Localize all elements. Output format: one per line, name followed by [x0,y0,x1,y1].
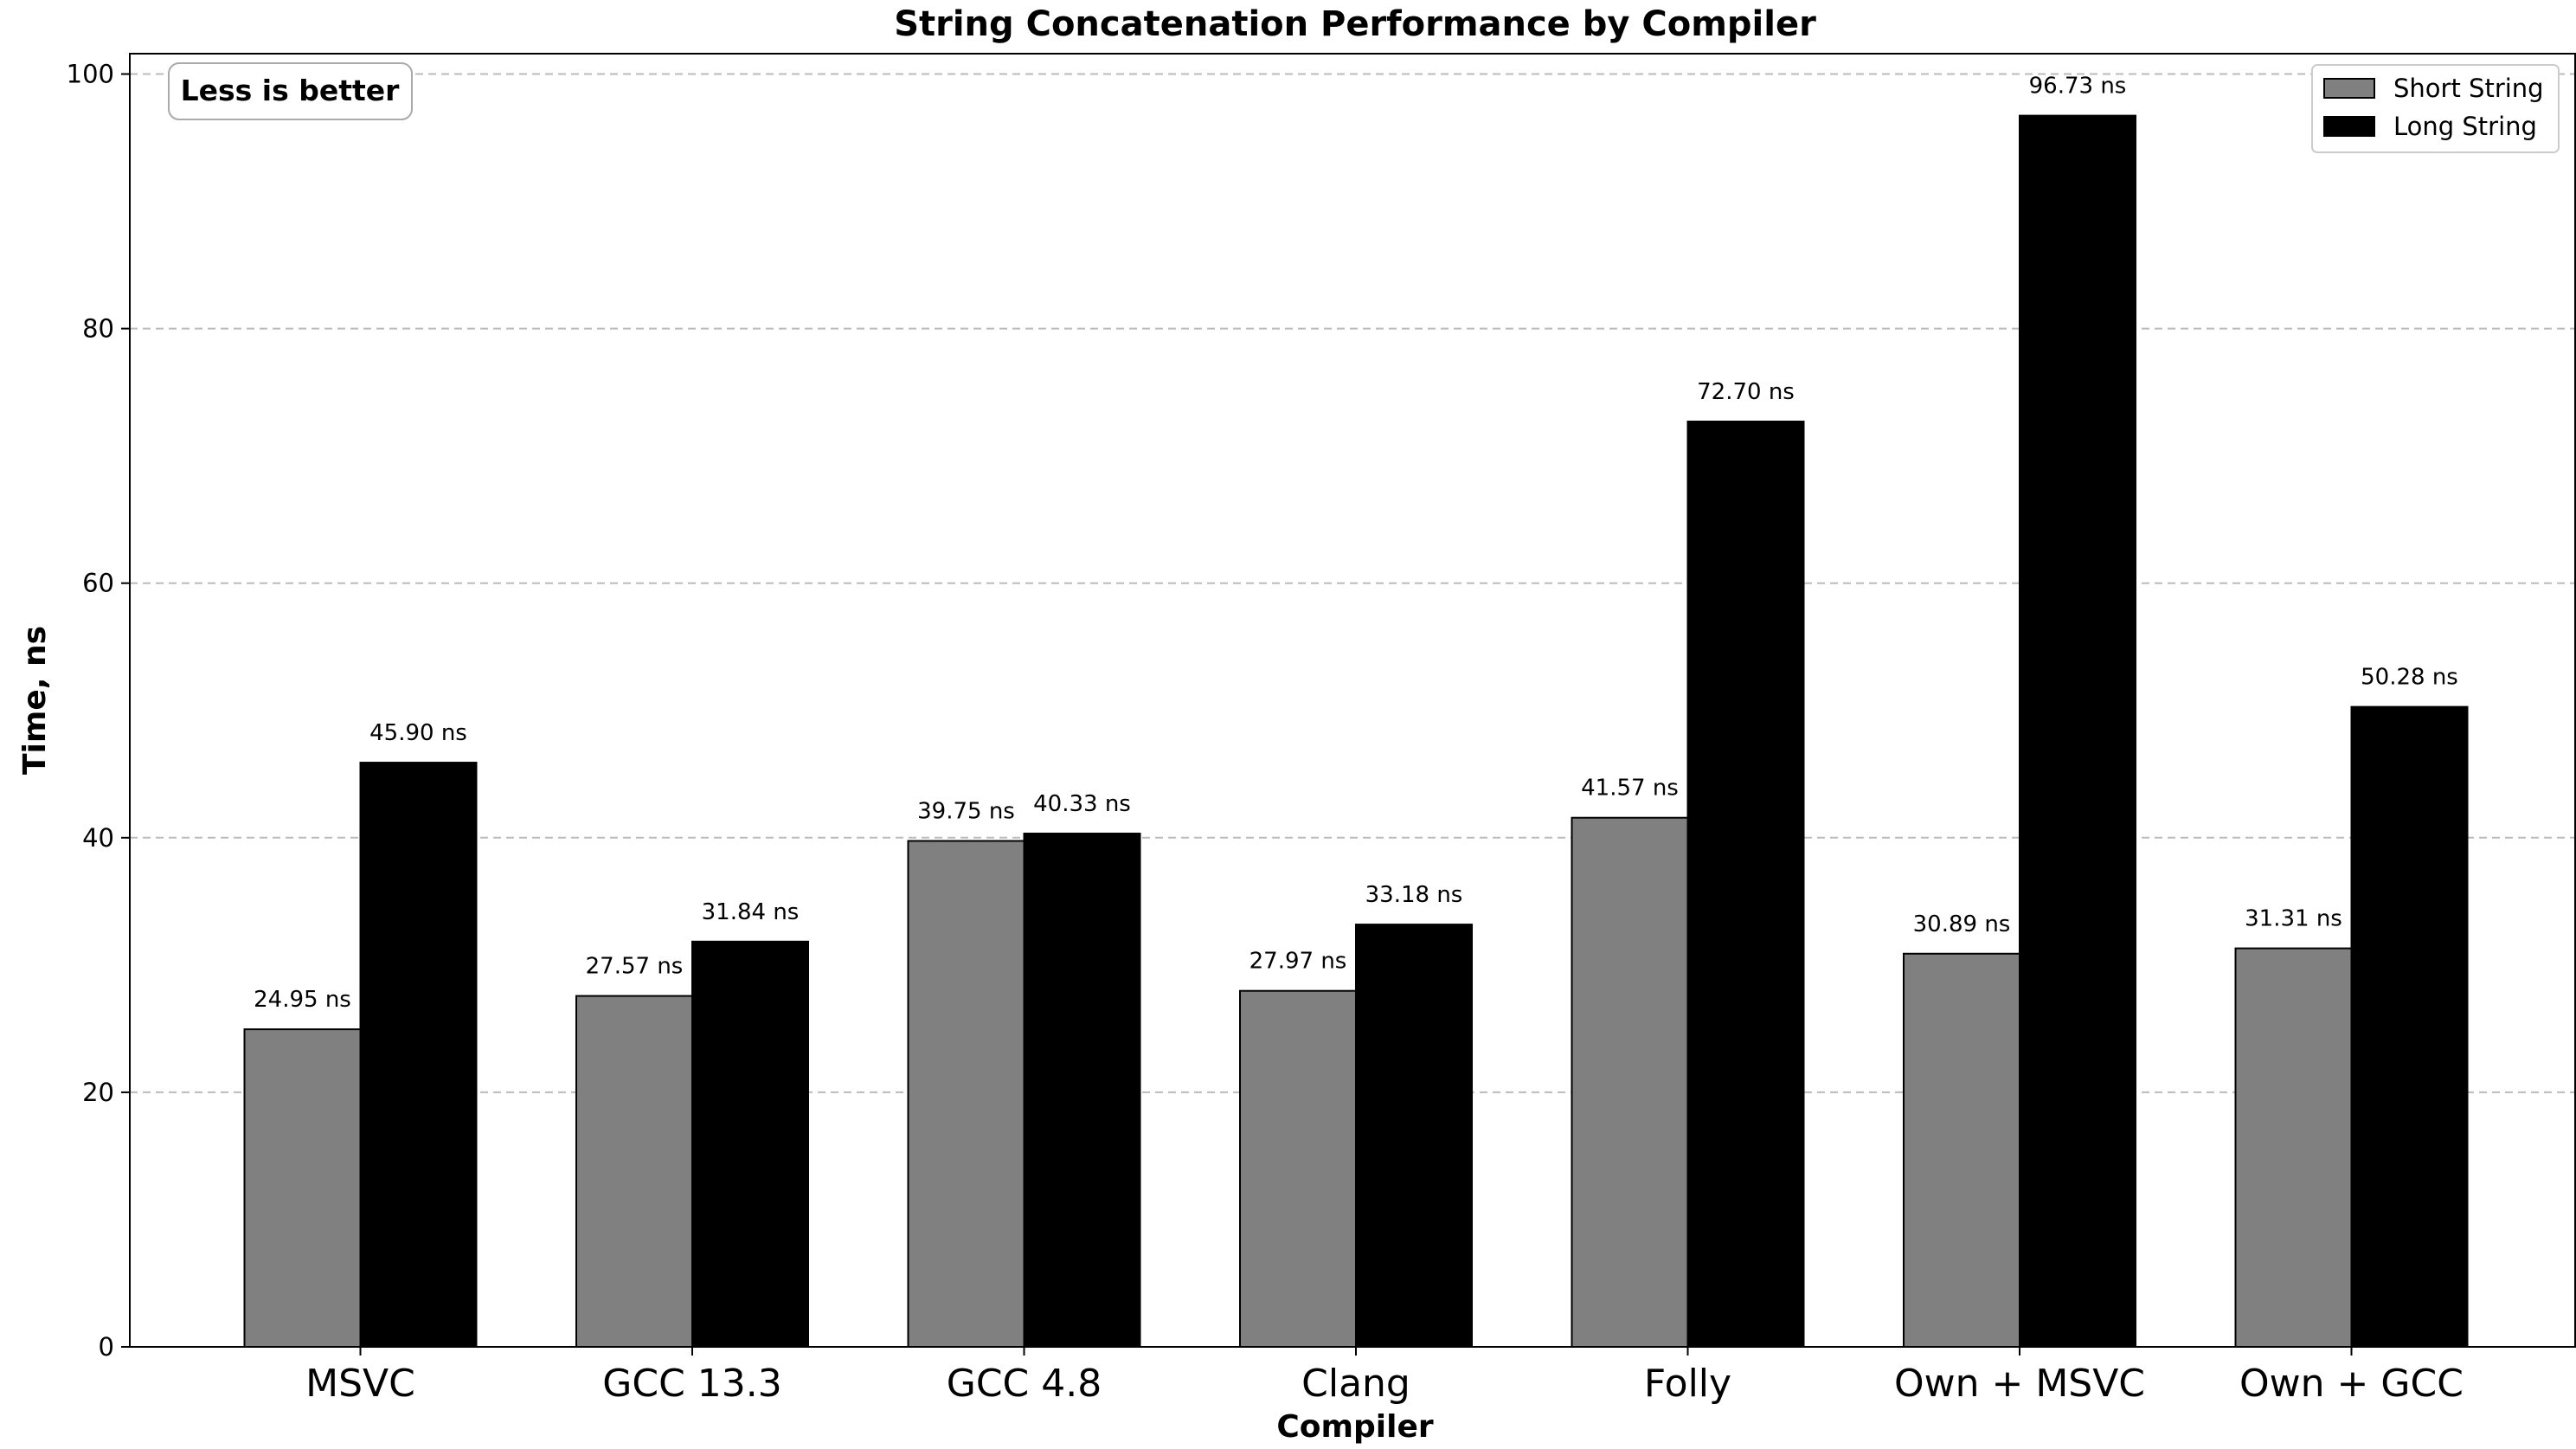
data-labels: 24.95 ns 45.90 ns 27.57 ns 31.84 ns 39.75 ns… [254,74,2458,1014]
y-axis-label: Time, ns [17,626,53,775]
x-tick-label: MSVC [305,1362,415,1406]
bar-long-string [359,762,478,1348]
data-label: 40.33 ns [1033,791,1131,817]
bar-long-string [1023,832,1141,1348]
bar-short-string [575,995,693,1348]
data-label: 24.95 ns [254,987,351,1013]
data-label: 50.28 ns [2361,665,2458,691]
y-tick-label: 80 [82,314,114,344]
plot-frame [129,53,2576,1348]
data-label: 72.70 ns [1697,379,1795,405]
y-tick-label: 100 [67,60,114,89]
data-label: 41.57 ns [1581,776,1679,802]
x-tick-label: Own + MSVC [1894,1362,2145,1406]
x-tick-label: GCC 4.8 [947,1362,1102,1406]
x-axis-label: Compiler [1276,1409,1434,1445]
data-label: 27.57 ns [586,954,684,980]
x-tick-label: Clang [1301,1362,1410,1406]
data-label: 39.75 ns [917,798,1015,824]
x-tick-label: GCC 13.3 [602,1362,782,1406]
bar-short-string [1571,816,1689,1348]
y-tick-label: 60 [82,569,114,598]
data-label: 30.89 ns [1913,911,2011,937]
data-label: 33.18 ns [1365,882,1463,908]
data-label: 45.90 ns [369,720,467,746]
annotation-box: Less is better [168,62,413,120]
y-tick-label: 0 [99,1332,114,1362]
bar-long-string [1686,420,1805,1348]
legend-swatch-long-string [2323,116,2375,137]
bar-long-string [1355,924,1473,1349]
bar-short-string [1903,952,2020,1349]
bar-short-string [907,840,1025,1348]
grid-lines [130,73,2575,1093]
bar-short-string [243,1028,362,1348]
legend-swatch-short-string [2323,78,2375,99]
data-label: 31.84 ns [702,899,800,925]
legend-label-short-string: Short String [2393,74,2544,103]
bar-short-string [1239,989,1357,1348]
chart-title: String Concatenation Performance by Comp… [894,4,1816,44]
bar-long-string [691,940,809,1349]
data-label: 27.97 ns [1249,949,1347,975]
data-label: 31.31 ns [2245,906,2342,932]
data-label: 96.73 ns [2029,74,2127,100]
y-axis-ticks: 0 20 40 60 80 100 [67,60,130,1362]
annotation-text: Less is better [181,74,401,107]
x-axis-ticks: MSVC GCC 13.3 GCC 4.8 Clang Folly Own + MSVC O… [305,1347,2464,1406]
y-tick-label: 20 [82,1078,114,1107]
annotation-frame [168,62,413,120]
bar-short-string [2234,947,2353,1348]
x-tick-label: Own + GCC [2239,1362,2464,1406]
bar-long-string [2350,705,2469,1348]
legend: Short String Long String [2311,64,2560,153]
legend-label-long-string: Long String [2393,112,2537,141]
x-tick-label: Folly [1644,1362,1731,1406]
y-tick-label: 40 [82,823,114,853]
bars [243,114,2469,1349]
bar-long-string [2019,114,2136,1348]
